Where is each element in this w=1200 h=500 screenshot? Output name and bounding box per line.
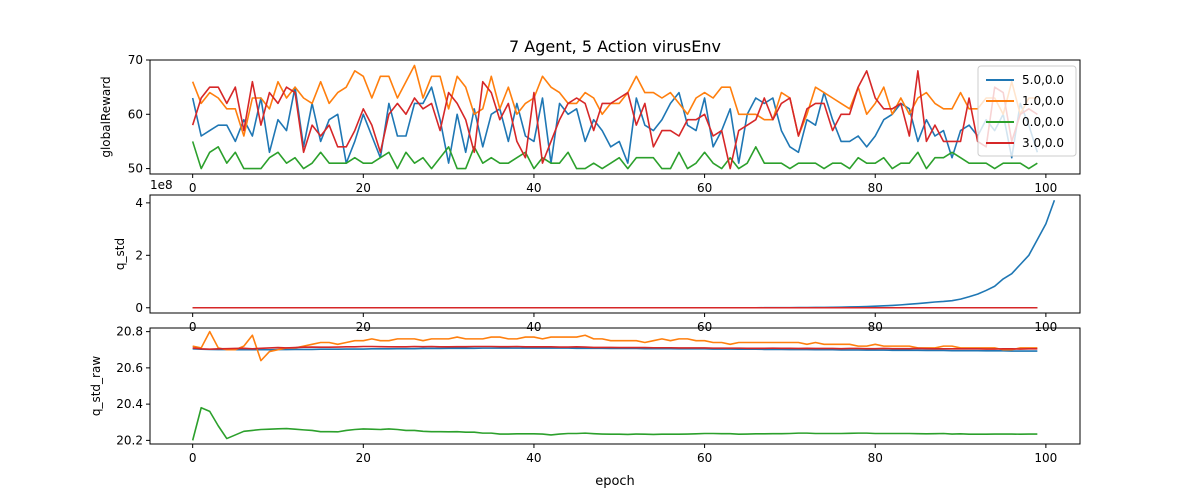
x-tick-label: 80: [868, 320, 883, 334]
x-tick-label: 20: [356, 181, 371, 195]
series-line-s1: [192, 330, 1038, 362]
y-tick-label: 0: [135, 301, 143, 315]
x-tick-label: 80: [868, 451, 883, 465]
x-tick-label: 80: [868, 181, 883, 195]
series-line-0-0-0-0: [191, 141, 1038, 170]
x-tick-label: 60: [697, 451, 712, 465]
x-tick-label: 0: [189, 451, 197, 465]
x-tick-label: 0: [189, 320, 197, 334]
y-tick-label: 20.8: [116, 325, 143, 339]
series-line-5-0-0-0: [191, 86, 1039, 164]
y-tick-label: 60: [128, 107, 143, 121]
axes-frame: [149, 59, 1081, 175]
legend-label: 3.0,0.0: [1022, 136, 1064, 150]
panel-q-std: 0 20 40 60 80 100 0 2 4 q_std 1e8: [113, 178, 1081, 334]
legend-label: 1.0,0.0: [1022, 94, 1064, 108]
y-axis-label: globalReward: [99, 76, 113, 157]
legend-label: 0.0,0.0: [1022, 115, 1064, 129]
series-line-s3: [192, 345, 1038, 351]
y-tick-label: 70: [128, 53, 143, 67]
y-tick-label: 20.6: [116, 361, 143, 375]
x-tick-label: 60: [697, 181, 712, 195]
y-tick-label: 20.2: [116, 433, 143, 447]
y-tick-label: 2: [135, 248, 143, 262]
y-axis-label: q_std: [113, 238, 127, 270]
x-tick-label: 100: [1034, 320, 1057, 334]
x-tick-label: 40: [526, 451, 541, 465]
y-tick-label: 50: [128, 162, 143, 176]
legend-label: 5.0,0.0: [1022, 73, 1064, 87]
y-axis-label: q_std_raw: [89, 356, 103, 416]
axes-frame: [149, 327, 1081, 445]
series-line-3-0-0-0: [191, 70, 1038, 170]
x-tick-label: 40: [526, 320, 541, 334]
series-line-s0: [192, 347, 1038, 352]
series-line-s2: [191, 406, 1038, 441]
figure-title: 7 Agent, 5 Action virusEnv: [509, 37, 721, 56]
x-tick-label: 40: [526, 181, 541, 195]
x-tick-label: 0: [189, 181, 197, 195]
legend-frame: [977, 65, 1077, 157]
y-tick-label: 20.4: [116, 397, 143, 411]
x-tick-label: 60: [697, 320, 712, 334]
axes-frame: [149, 194, 1081, 314]
x-tick-label: 20: [356, 320, 371, 334]
x-axis-label: epoch: [595, 474, 635, 489]
x-tick-label: 20: [356, 451, 371, 465]
y-offset-label: 1e8: [150, 178, 173, 192]
panel-q-std-raw: 0 20 40 60 80 100 20.2 20.4 20.6 20.8 q_std_raw: [89, 325, 1081, 465]
x-tick-label: 100: [1034, 181, 1057, 195]
y-tick-label: 4: [135, 196, 143, 210]
x-tick-label: 100: [1034, 451, 1057, 465]
legend: 5.0,0.0 1.0,0.0 0.0,0.0 3.0,0.0: [977, 65, 1077, 157]
panel-global-reward: 0 20 40 60 80 100 50 60 70 globalReward: [99, 53, 1081, 195]
